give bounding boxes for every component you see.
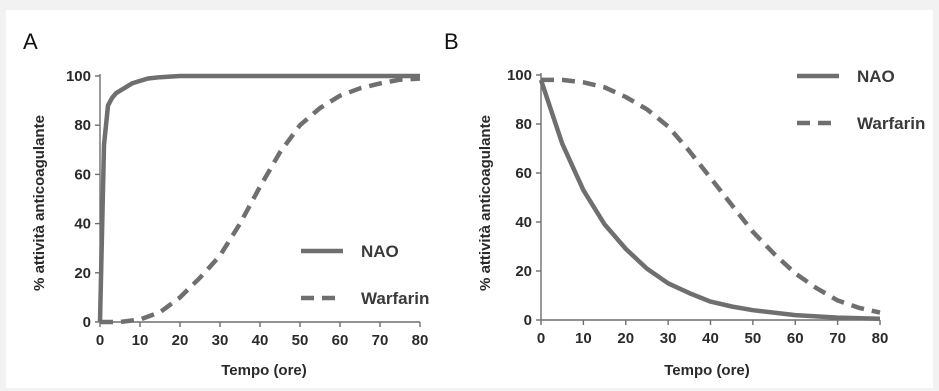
panel-b-y-tick-label: 0 xyxy=(524,312,532,329)
panel-a-y-tick-label: 20 xyxy=(74,265,91,282)
chart-canvas: A Tempo (ore) % attività anticoagulante … xyxy=(23,29,925,379)
panel-a-y-tick-label: 0 xyxy=(83,314,91,331)
panel-a-x-tick-label: 10 xyxy=(132,332,149,349)
panel-a-legend-warfarin-label: Warfarin xyxy=(361,289,429,308)
panel-a-x-tick-label: 80 xyxy=(412,332,429,349)
panel-b-warfarin-series-line xyxy=(541,77,881,315)
panel-a-x-tick-label: 70 xyxy=(372,332,389,349)
panel-a-x-tick-label: 60 xyxy=(332,332,349,349)
panel-b-x-axis-title: Tempo (ore) xyxy=(664,362,750,379)
panel-b: B Tempo (ore) % attività anticoagulante … xyxy=(444,29,925,379)
panel-a-x-tick-label: 20 xyxy=(172,332,189,349)
panel-a-y-tick-label: 60 xyxy=(74,166,91,183)
panel-a-x-tick-label: 50 xyxy=(292,332,309,349)
panel-a-y-tick-label: 100 xyxy=(66,68,91,85)
panel-b-y-tick-label: 20 xyxy=(515,263,532,280)
panel-b-x-tick-label: 0 xyxy=(537,330,545,347)
panel-a-nao-series-line xyxy=(97,73,420,323)
panel-a-letter: A xyxy=(23,29,38,54)
panel-b-x-tick-label: 20 xyxy=(617,330,634,347)
panel-b-x-tick-label: 70 xyxy=(829,330,846,347)
figure: A Tempo (ore) % attività anticoagulante … xyxy=(6,10,933,388)
panel-b-x-tick-label: 80 xyxy=(872,330,889,347)
panel-a-warfarin-series-line xyxy=(100,76,421,325)
panel-a-x-tick-label: 0 xyxy=(96,332,104,349)
panel-b-x-tick-label: 30 xyxy=(660,330,677,347)
panel-b-y-tick-label: 40 xyxy=(515,214,532,231)
panel-a-x-tick-label: 40 xyxy=(252,332,269,349)
panel-b-x-tick-label: 40 xyxy=(702,330,719,347)
panel-a-y-tick-label: 40 xyxy=(74,216,91,233)
panel-b-legend-nao-label: NAO xyxy=(857,67,895,86)
panel-b-y-axis-title: % attività anticoagulante xyxy=(477,115,494,291)
panel-b-x-tick-label: 60 xyxy=(787,330,804,347)
panel-a-legend-nao-label: NAO xyxy=(361,242,399,261)
panel-b-y-tick-label: 80 xyxy=(515,116,532,133)
panel-b-x-tick-label: 50 xyxy=(745,330,762,347)
panel-b-y-tick-label: 100 xyxy=(507,67,532,84)
panel-a: A Tempo (ore) % attività anticoagulante … xyxy=(23,29,429,379)
panel-a-y-tick-label: 80 xyxy=(74,117,91,134)
panel-b-y-tick-label: 60 xyxy=(515,165,532,182)
panel-a-x-axis-title: Tempo (ore) xyxy=(221,362,307,379)
panel-b-legend-warfarin-label: Warfarin xyxy=(857,114,925,133)
panel-b-nao-series-line xyxy=(538,79,881,322)
panel-a-y-axis-title: % attività anticoagulante xyxy=(31,115,48,291)
panel-a-x-tick-label: 30 xyxy=(212,332,229,349)
panel-b-x-tick-label: 10 xyxy=(575,330,592,347)
panel-b-letter: B xyxy=(444,29,459,54)
